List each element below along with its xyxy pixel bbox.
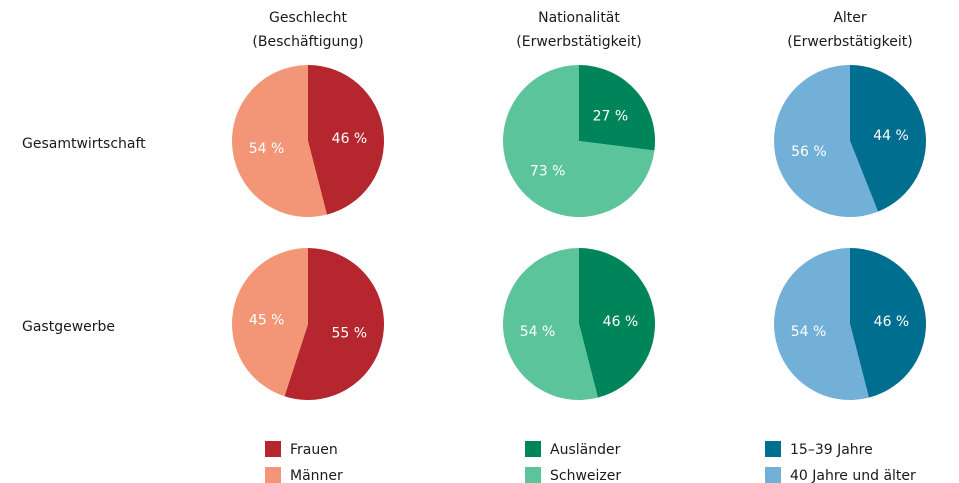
pie-slice [579,248,656,398]
column-title: (Beschäftigung) [252,34,363,50]
pie-slice [231,65,327,218]
row-label: Gastgewerbe [22,319,115,335]
column-title: Nationalität [538,10,620,26]
column-title: Geschlecht [269,10,347,26]
value-label: 54 % [520,324,556,340]
pie-slice [308,65,384,215]
value-label: 73 % [530,164,566,180]
column-title: (Erwerbstätigkeit) [516,34,641,50]
pie-slice [850,248,927,398]
value-label: 45 % [249,312,285,328]
value-label: 44 % [873,128,909,144]
legend-swatch [265,467,281,483]
legend-swatch [765,467,781,483]
value-label: 55 % [331,326,367,342]
pie-slice [579,65,655,151]
value-label: 27 % [593,108,629,124]
pie-slice [774,248,869,400]
legend-label: Frauen [290,442,338,458]
legend-label: 15–39 Jahre [790,442,873,458]
legend-swatch [765,441,781,457]
pie-slice [503,65,655,218]
pie-slice [503,248,598,400]
legend-swatch [525,467,541,483]
legend-label: Männer [290,468,343,483]
legend-label: 40 Jahre und älter [790,468,916,483]
pie-slice [850,65,927,212]
value-label: 46 % [332,131,368,147]
value-label: 46 % [874,314,910,330]
pie-slice [774,65,878,217]
legend-label: Ausländer [550,442,621,458]
value-label: 54 % [791,324,827,340]
legend-swatch [525,441,541,457]
legend-label: Schweizer [550,468,621,483]
value-label: 56 % [791,144,827,160]
legend-swatch [265,441,281,457]
pie-slice [231,248,308,397]
column-title: Alter [833,10,867,26]
value-label: 46 % [603,314,639,330]
pie-slice [284,248,384,400]
column-title: (Erwerbstätigkeit) [787,34,912,50]
row-label: Gesamtwirtschaft [22,136,146,152]
value-label: 54 % [249,141,285,157]
